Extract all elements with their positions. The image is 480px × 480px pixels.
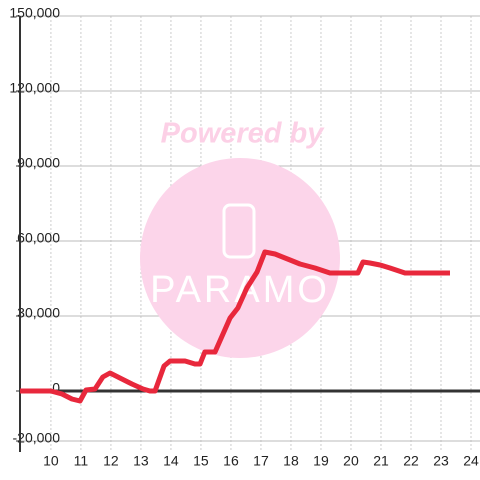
x-tick-label: 13 — [133, 453, 149, 469]
y-tick-label: 150,000 — [9, 5, 60, 21]
x-tick-label: 14 — [163, 453, 179, 469]
x-tick-label: 15 — [193, 453, 209, 469]
x-tick-label: 16 — [223, 453, 239, 469]
y-tick-label: 120,000 — [9, 80, 60, 96]
watermark-icon — [222, 203, 256, 259]
y-tick-label: 60,000 — [17, 230, 60, 246]
x-tick-label: 18 — [283, 453, 299, 469]
x-tick-label: 12 — [103, 453, 119, 469]
x-tick-label: 10 — [43, 453, 59, 469]
watermark-title: Powered by — [161, 118, 326, 150]
x-tick-label: 24 — [463, 453, 479, 469]
y-tick-label: 0 — [52, 380, 60, 396]
y-tick-label: -20,000 — [13, 430, 61, 446]
grid — [20, 15, 480, 452]
x-tick-label: 21 — [373, 453, 389, 469]
x-tick-label: 17 — [253, 453, 269, 469]
x-tick-label: 23 — [433, 453, 449, 469]
y-tick-label: 90,000 — [17, 155, 60, 171]
x-tick-label: 19 — [313, 453, 329, 469]
watermark: Powered by PARAMO — [140, 118, 340, 358]
x-tick-label: 11 — [74, 453, 89, 469]
y-tick-label: 30,000 — [17, 305, 60, 321]
line-series — [20, 249, 450, 404]
x-tick-label: 20 — [343, 453, 359, 469]
x-tick-label: 22 — [403, 453, 419, 469]
